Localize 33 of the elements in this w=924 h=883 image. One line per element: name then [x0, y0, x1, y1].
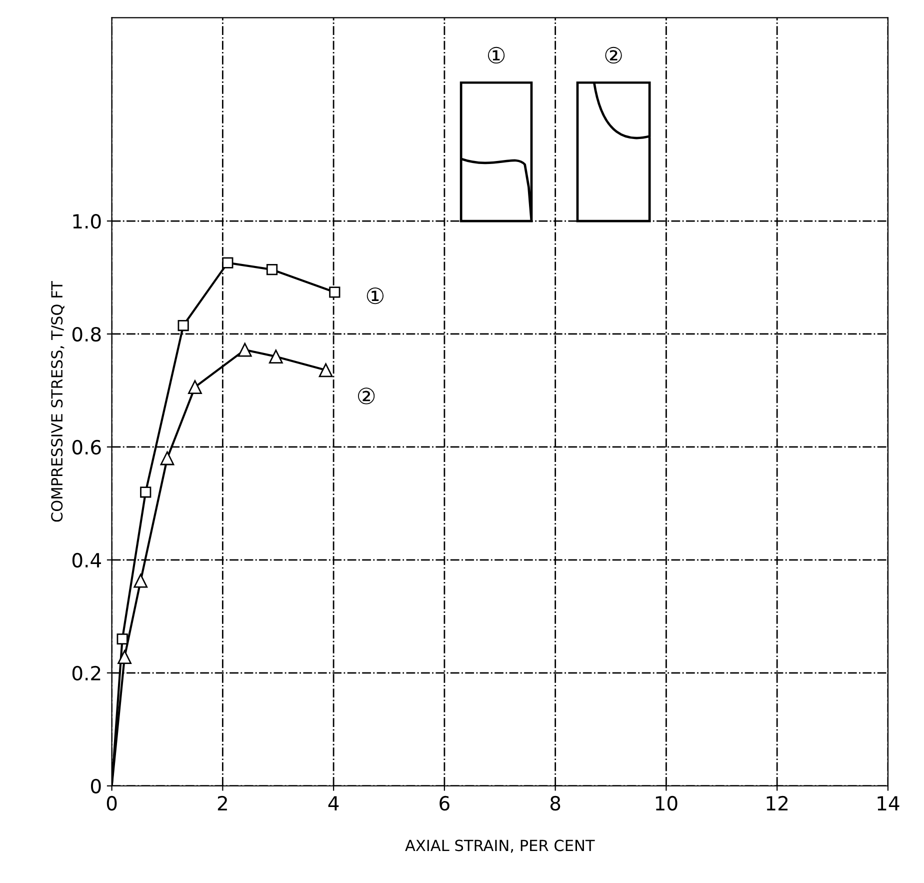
- y-axis-title: COMPRESSIVE STRESS, T/SQ FT: [51, 280, 64, 522]
- x-tick-label: 14: [878, 796, 900, 810]
- point: [318, 363, 333, 378]
- series-label: ①: [366, 287, 384, 304]
- point: [134, 574, 148, 588]
- x-tick-label: 6: [440, 796, 450, 811]
- point: [329, 286, 340, 298]
- x-tick-label: 8: [550, 796, 560, 811]
- y-tick-label: 1.0: [73, 214, 101, 229]
- x-tick-label: 2: [218, 796, 227, 810]
- annotation: ②: [605, 46, 622, 64]
- y-tick-label: 0.2: [72, 666, 100, 681]
- point: [238, 342, 252, 357]
- x-tick-label: 0: [106, 796, 117, 811]
- point: [178, 320, 189, 332]
- point: [160, 451, 174, 466]
- y-tick-label: 0: [90, 778, 101, 794]
- point: [222, 257, 234, 268]
- point: [140, 486, 152, 498]
- point: [266, 264, 278, 276]
- x-tick-label: 10: [656, 796, 678, 811]
- x-axis-title: AXIAL STRAIN, PER CENT: [405, 840, 595, 853]
- point: [188, 380, 202, 394]
- point: [116, 633, 128, 645]
- y-tick-label: 0.8: [72, 326, 101, 342]
- annotation: ①: [488, 46, 505, 64]
- point: [118, 650, 132, 664]
- x-tick-label: 4: [328, 796, 339, 810]
- y-tick-label: 0.6: [72, 440, 101, 455]
- point: [268, 350, 283, 364]
- y-tick-label: 0.4: [72, 552, 101, 568]
- series-label: ②: [358, 388, 375, 404]
- x-tick-label: 12: [766, 796, 788, 810]
